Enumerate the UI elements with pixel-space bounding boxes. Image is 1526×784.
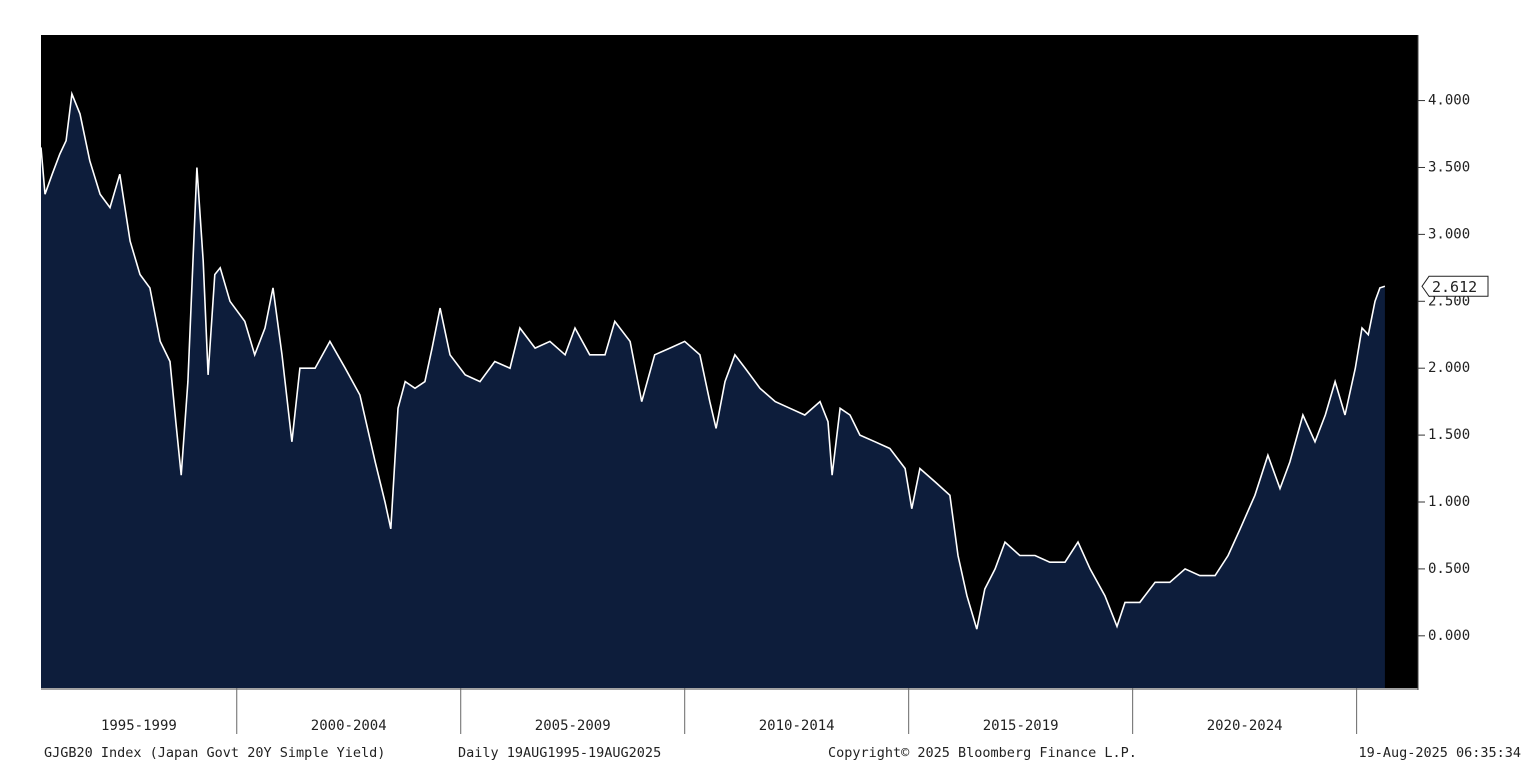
y-tick-label: 3.000	[1428, 226, 1470, 242]
y-tick-label: 0.500	[1428, 561, 1470, 577]
y-tick-label: 3.500	[1428, 159, 1470, 175]
x-period-label: 2000-2004	[311, 718, 387, 734]
y-tick-label: 2.500	[1428, 293, 1470, 309]
y-tick-label: 2.000	[1428, 360, 1470, 376]
y-tick-label: 1.000	[1428, 494, 1470, 510]
footer-index: GJGB20 Index (Japan Govt 20Y Simple Yiel…	[44, 745, 385, 761]
x-period-label: 2020-2024	[1207, 718, 1283, 734]
y-tick-label: 4.000	[1428, 93, 1470, 109]
x-period-label: 2015-2019	[983, 718, 1059, 734]
footer-range: Daily 19AUG1995-19AUG2025	[458, 745, 661, 761]
area-fill	[41, 93, 1385, 688]
y-tick-label: 0.000	[1428, 628, 1470, 644]
footer-timestamp: 19-Aug-2025 06:35:34	[1358, 745, 1521, 761]
line	[40, 90, 1386, 630]
x-period-label: 2010-2014	[759, 718, 835, 734]
last-value-label: 2.612	[1432, 278, 1477, 296]
last-value-box	[1421, 275, 1489, 297]
y-tick-label: 1.500	[1428, 427, 1470, 443]
x-period-label: 1995-1999	[101, 718, 177, 734]
footer-copyright: Copyright© 2025 Bloomberg Finance L.P.	[828, 745, 1137, 761]
marks	[40, 90, 1386, 688]
x-period-label: 2005-2009	[535, 718, 611, 734]
